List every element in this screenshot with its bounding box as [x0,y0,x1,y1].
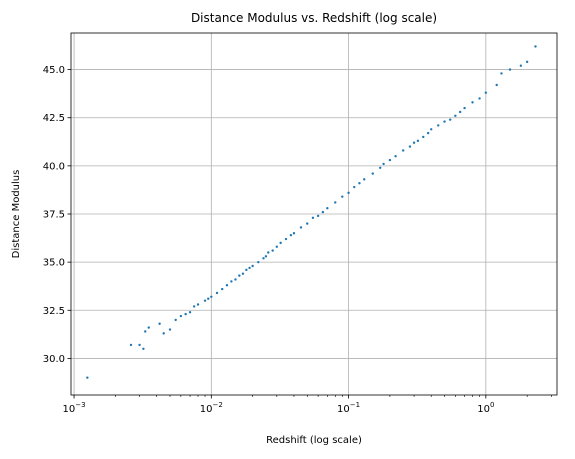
data-point [519,64,523,67]
data-point [225,284,229,287]
data-point [279,241,282,245]
data-point [203,299,207,302]
data-point [207,297,210,300]
data-point [454,114,457,117]
data-point [437,124,440,127]
data-point [138,343,141,347]
data-point [412,141,416,144]
data-point [316,214,320,218]
data-point [363,178,366,181]
data-point [262,257,265,260]
data-point [508,68,512,71]
data-point [168,328,172,331]
data-point [353,185,356,189]
data-point [426,131,430,135]
data-point [257,260,260,264]
data-point [267,251,270,254]
data-point [495,83,498,87]
y-tick-label: 37.5 [43,210,65,221]
data-point [248,266,251,270]
data-point [371,172,374,175]
data-point [284,237,288,241]
data-point [220,287,224,291]
y-tick-label: 35.0 [43,258,65,269]
data-point [215,291,219,295]
y-tick-label: 40.0 [43,161,65,172]
data-point [388,158,392,162]
data-point [144,330,147,333]
data-point [142,347,145,350]
data-point [443,120,446,123]
data-point [500,72,503,75]
x-tick-label: 100 [477,401,494,415]
x-tick-label: 10−3 [63,401,86,415]
data-point [358,181,361,185]
data-point [234,278,237,281]
data-point [525,60,529,64]
data-point [422,135,425,139]
data-point [326,207,329,210]
data-point [458,110,462,114]
data-point [271,249,274,252]
data-point [448,118,452,121]
data-point [184,312,187,316]
data-point [306,222,309,225]
data-point [382,162,385,166]
data-points [86,45,537,379]
chart-title: Distance Modulus vs. Redshift (log scale… [191,11,437,25]
x-tick-label: 10−2 [200,401,223,415]
data-point [289,233,293,237]
data-point [192,305,196,308]
y-tick-label: 45.0 [43,65,65,76]
data-point [430,128,433,131]
y-tick-label: 30.0 [43,354,65,365]
data-point [341,195,344,198]
data-point [321,210,325,214]
data-point [401,149,405,152]
data-point [311,216,315,220]
data-point [196,303,200,306]
x-tick-label: 10−1 [337,401,360,415]
grid-lines [71,33,557,395]
data-point [230,280,233,283]
data-point [334,201,337,204]
y-tick-label: 32.5 [43,306,65,317]
data-point [264,255,268,258]
data-point [416,139,420,143]
data-point [147,326,150,329]
data-point [245,268,248,272]
data-point [292,232,296,235]
x-axis-ticks: 10−3 10−2 10−1 100 [63,395,552,415]
data-point [129,343,133,347]
data-point [241,272,245,275]
data-point [299,226,303,229]
data-point [394,155,397,158]
data-point [463,106,466,110]
y-axis-label: Distance Modulus [11,170,22,259]
data-point [238,274,241,277]
data-point [162,332,165,335]
data-point [86,376,89,379]
data-point [484,91,488,94]
data-point [210,295,213,298]
data-point [158,322,161,325]
data-point [174,318,177,322]
data-point [379,166,382,169]
data-point [347,191,350,195]
data-point [534,45,537,48]
y-axis-ticks: 30.0 32.5 35.0 37.5 40.0 42.5 45.0 [43,65,71,365]
data-point [251,264,254,268]
data-point [471,101,474,104]
data-point [275,245,279,248]
y-tick-label: 42.5 [43,113,65,124]
x-axis-label: Redshift (log scale) [266,435,362,446]
data-point [179,314,183,318]
data-point [478,97,481,100]
data-point [188,311,192,314]
data-point [408,145,412,148]
